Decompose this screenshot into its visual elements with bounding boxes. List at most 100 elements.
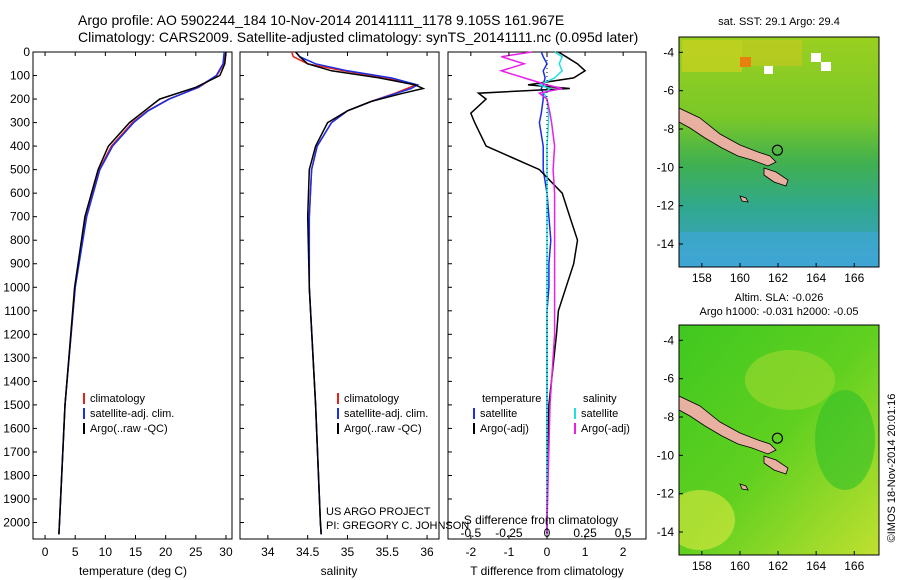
sst-field [679, 37, 879, 267]
island-shape [739, 195, 749, 203]
y-tick-label: 100 [10, 69, 30, 83]
sst-cool-band [679, 232, 879, 267]
map-y-tick-label: -12 [657, 487, 675, 501]
x-tick-label: 35 [341, 545, 355, 559]
series-line-satellite-adj-clim- [58, 51, 225, 535]
legend-label-argo: Argo(..raw -QC) [90, 423, 168, 435]
salinity-plot: 34 34.5 35 35.5 36 [240, 51, 434, 559]
y-tick-label: 300 [10, 116, 30, 130]
legend-label-t-argo: Argo(-adj) [480, 423, 529, 435]
map-y-tick-label: -12 [657, 199, 675, 213]
map-y-tick-label: -14 [657, 525, 675, 539]
map-y-tick-label: -14 [657, 237, 675, 251]
y-tick-label: 900 [10, 257, 30, 271]
sst-map-ticks: 158 160 162 164 166 -4 -6 -8 -10 -12 -14 [657, 45, 865, 285]
series-line-s-satellite [537, 51, 564, 535]
map-x-tick-label: 164 [806, 559, 826, 573]
x-tick-label: 0 [544, 545, 551, 559]
argo-location-marker [771, 144, 784, 156]
sla-features [679, 350, 875, 550]
legend-title-salinity: salinity [583, 393, 617, 405]
sst-cloud-patch [764, 66, 773, 74]
x-tick-label: 5 [72, 545, 79, 559]
x-tick-label: 2 [620, 545, 627, 559]
sst-map-title: sat. SST: 29.1 Argo: 29.4 [718, 16, 840, 28]
sla-map-frame [678, 324, 880, 556]
series-line-argo-raw-qc- [58, 51, 227, 535]
y-tick-label: 1900 [3, 492, 30, 506]
legend-label-climatology: climatology [344, 393, 400, 405]
y-tick-label: 500 [10, 163, 30, 177]
sla-low-patch [815, 390, 875, 490]
map-x-tick-label: 166 [844, 559, 864, 573]
header-line-1: Argo profile: AO 5902244_184 10-Nov-2014… [78, 12, 564, 28]
map-y-tick-label: -6 [663, 372, 674, 386]
sst-cloud-patch [811, 53, 821, 62]
s-tick-label: 0 [544, 526, 551, 540]
map-y-tick-label: -10 [657, 160, 675, 174]
salinity-xlabel: salinity [321, 564, 358, 578]
difference-plot: -2 -1 0 1 2 -0.5 -0.25 0 0.25 0.5 [448, 51, 632, 559]
map-x-tick-label: 158 [692, 559, 712, 573]
header-line-2: Climatology: CARS2009. Satellite-adjuste… [78, 29, 638, 45]
series-line-argo-raw-qc- [295, 51, 426, 535]
x-tick-label: -2 [466, 545, 477, 559]
y-tick-label: 700 [10, 210, 30, 224]
sla-high-patch [679, 490, 735, 550]
sla-map-title-1: Altim. SLA: -0.026 [735, 292, 824, 304]
x-tick-label: 35.5 [376, 545, 400, 559]
s-tick-label: 0.25 [573, 526, 597, 540]
legend-label-satellite: satellite-adj. clim. [90, 408, 174, 420]
temperature-axes [32, 51, 233, 540]
x-tick-label: 36 [420, 545, 434, 559]
sst-warm-patch [742, 40, 802, 66]
y-tick-label: 0 [23, 45, 30, 59]
y-tick-label: 2000 [3, 516, 30, 530]
map-x-tick-label: 158 [692, 271, 712, 285]
y-tick-label: 600 [10, 186, 30, 200]
sst-warm-patch [682, 40, 742, 72]
x-tick-label: 34.5 [296, 545, 320, 559]
x-tick-label: 10 [99, 545, 113, 559]
y-tick-label: 1600 [3, 421, 30, 435]
y-tick-label: 400 [10, 139, 30, 153]
sdiff-xlabel: S difference from climatology [464, 513, 619, 527]
x-tick-label: 30 [219, 545, 233, 559]
series-line-t-argo-adj- [469, 51, 587, 535]
s-tick-label: -0.25 [495, 526, 523, 540]
map-x-tick-label: 162 [768, 559, 788, 573]
x-tick-label: 25 [189, 545, 203, 559]
pi-annotation: PI: GREGORY C. JOHNSON [326, 520, 469, 532]
salinity-axes [239, 51, 440, 540]
sst-cloud-patch [821, 62, 831, 71]
legend-label-satellite: satellite-adj. clim. [344, 408, 428, 420]
difference-legend: temperature salinity satellite Argo(-adj… [473, 393, 630, 435]
x-tick-label: 34 [261, 545, 275, 559]
y-tick-label: 1000 [3, 280, 30, 294]
y-tick-label: 1100 [4, 304, 30, 318]
map-x-tick-label: 160 [730, 559, 750, 573]
sla-map [678, 324, 880, 556]
legend-label-argo: Argo(..raw -QC) [344, 423, 422, 435]
salinity-legend: climatology satellite-adj. clim. Argo(..… [337, 393, 428, 435]
sla-map-title-2: Argo h1000: -0.031 h2000: -0.05 [699, 306, 858, 318]
series-line-climatology [58, 51, 227, 535]
map-y-tick-label: -8 [663, 122, 674, 136]
map-x-tick-label: 164 [806, 271, 826, 285]
solomon-islands-shape [679, 395, 777, 455]
sla-map-ticks: 158 160 162 164 166 -4 -6 -8 -10 -12 -14 [657, 333, 865, 573]
s-tick-label: 0.5 [615, 526, 632, 540]
legend-title-temperature: temperature [482, 393, 541, 405]
map-x-tick-label: 162 [768, 271, 788, 285]
map-y-tick-label: -6 [663, 84, 674, 98]
sst-map-frame [678, 36, 880, 268]
island-shape [763, 455, 789, 475]
y-tick-label: 1800 [3, 468, 30, 482]
y-tick-label: 1500 [3, 398, 30, 412]
sst-features [679, 40, 879, 267]
legend-label-t-satellite: satellite [480, 408, 517, 420]
sla-high-patch [745, 350, 835, 410]
y-tick-label: 1300 [3, 351, 30, 365]
